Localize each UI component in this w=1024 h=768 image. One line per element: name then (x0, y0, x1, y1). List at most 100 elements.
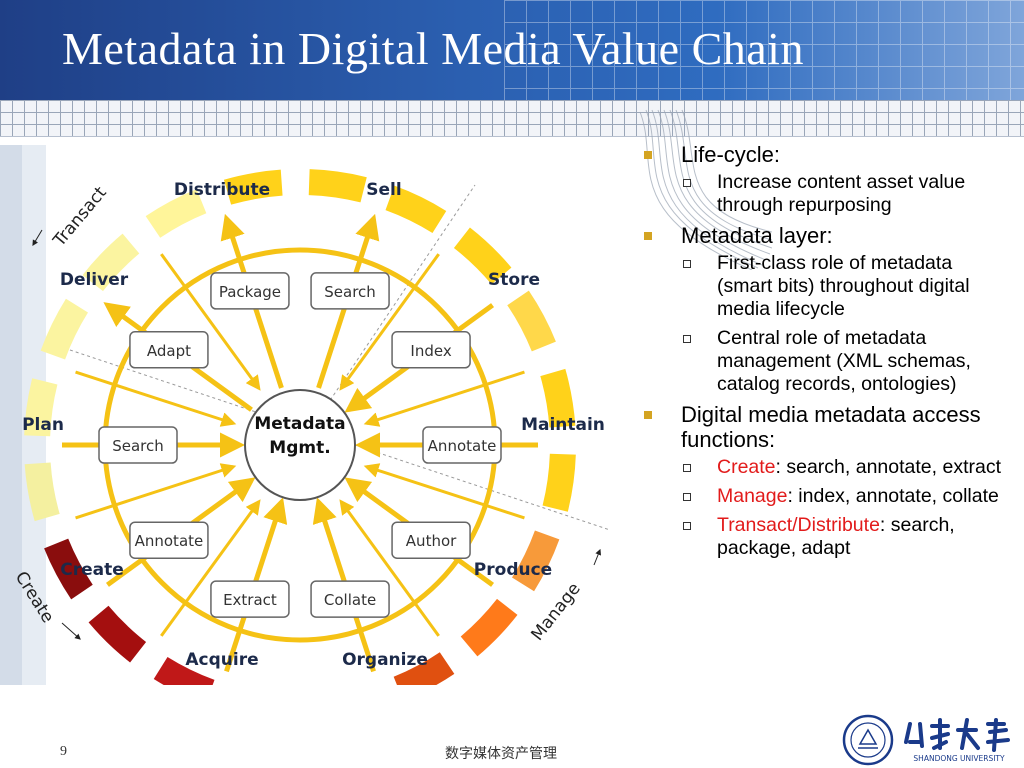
university-seal (842, 714, 894, 766)
sub-bullet-marker (683, 464, 691, 472)
swoosh-decoration (639, 109, 772, 270)
bullet-text: Life-cycle: (681, 142, 781, 167)
function-box-label: Annotate (428, 437, 497, 455)
header-band (0, 100, 1024, 137)
value-chain-diagram: Metadata Mgmt. Package Search Index Annotat… (0, 145, 610, 685)
function-box-search: Search (310, 272, 390, 310)
phase-divider (299, 184, 476, 446)
radial-arrow (160, 253, 261, 391)
sub-bullet-marker (683, 522, 691, 530)
function-box-label: Extract (223, 591, 277, 609)
radial-arrow (75, 463, 237, 520)
function-box-frame (129, 331, 209, 369)
sub-bullet-marker (683, 260, 691, 268)
ring-segment (393, 652, 455, 685)
slide-title: Metadata in Digital Media Value Chain (62, 23, 804, 74)
phase-arrow-transact (32, 229, 43, 247)
outer-ring (24, 169, 576, 685)
sub-bullet-text: Central role of metadata management (XML… (717, 327, 971, 395)
function-box-package: Package (210, 272, 290, 310)
radial-arrow (75, 370, 237, 427)
ring-segment (40, 298, 88, 360)
sub-bullet-text: : search, annotate, extract (775, 456, 1001, 478)
function-box-label: Collate (324, 591, 376, 609)
bullet-item: Life-cycle: (640, 142, 1012, 167)
ring-segment (24, 462, 60, 522)
sub-bullet-highlight: Manage (717, 485, 788, 507)
bullet-item: Digital media metadata access functions: (640, 402, 1012, 452)
phase-arrow-manage (593, 548, 602, 566)
stage-label-deliver: Deliver (60, 270, 129, 290)
sub-bullet-marker (683, 493, 691, 501)
function-box-label: Search (324, 283, 376, 301)
ring-segment (223, 169, 283, 205)
phase-arrow-create (61, 622, 81, 640)
function-box-author: Author (391, 521, 471, 559)
sub-bullet-text: Increase content asset value through rep… (717, 171, 966, 216)
stage-labels: Distribute Sell Store Maintain Produce Organi… (22, 180, 605, 670)
bullet-text: Digital media metadata access functions: (681, 402, 981, 452)
stage-label-maintain: Maintain (521, 415, 605, 435)
page-number: 9 (60, 744, 67, 759)
function-box-label: Author (406, 532, 457, 550)
sub-bullet-highlight: Create (717, 456, 776, 478)
phase-label-manage: Manage (527, 579, 584, 645)
function-box-collate: Collate (310, 580, 390, 618)
ring-segment (145, 189, 207, 238)
function-box-annotate: Annotate (422, 426, 502, 464)
function-box-frame (98, 426, 178, 464)
stage-label-create: Create (60, 560, 124, 580)
ring-segment (88, 605, 147, 663)
ring-segment (460, 598, 518, 657)
bullet-marker (644, 411, 652, 419)
function-box-annotate: Annotate (129, 521, 209, 559)
function-box-adapt: Adapt (129, 331, 209, 369)
bullet-marker (644, 151, 652, 159)
radial-arrow (339, 499, 440, 637)
function-box-label: Adapt (147, 342, 191, 360)
center-node (244, 389, 356, 501)
stage-label-organize: Organize (342, 650, 428, 670)
function-box-frame (310, 272, 390, 310)
stage-label-store: Store (488, 270, 540, 290)
ring-segment (453, 227, 512, 285)
stage-label-distribute: Distribute (174, 180, 270, 200)
function-box-frame (210, 272, 290, 310)
function-box-frame (129, 521, 209, 559)
sub-bullet-marker (683, 335, 691, 343)
bullet-marker (644, 232, 652, 240)
sub-bullet-item: Increase content asset value through rep… (640, 171, 1012, 217)
function-box-frame (391, 521, 471, 559)
ring-segment (44, 538, 93, 600)
radial-arrow (339, 253, 440, 391)
radial-arrow (160, 499, 261, 637)
bullet-item: Metadata layer: (640, 223, 1012, 248)
ring-segment (542, 453, 576, 512)
ring-segment (540, 368, 576, 428)
bullet-text: Metadata layer: (681, 223, 833, 248)
slide-header: Metadata in Digital Media Value Chain (0, 0, 1024, 100)
sub-bullet-item: Manage: index, annotate, collate (640, 485, 1012, 508)
sub-bullet-highlight: Transact/Distribute (717, 514, 880, 536)
footer-text: 数字媒体资产管理 (445, 746, 557, 762)
phase-label-transact: Transact (49, 183, 111, 252)
function-box-extract: Extract (210, 580, 290, 618)
radial-arrow (363, 463, 525, 520)
function-box-label: Index (410, 342, 451, 360)
bullet-list: Life-cycle: Increase content asset value … (640, 142, 1012, 566)
radial-arrow (363, 370, 525, 427)
ring-segment (24, 378, 58, 437)
header-grid-pattern (504, 0, 1024, 100)
sub-bullet-item: First-class role of metadata (smart bits… (640, 252, 1012, 321)
stage-label-produce: Produce (474, 560, 552, 580)
sub-bullet-text: First-class role of metadata (smart bits… (717, 252, 970, 320)
function-box-index: Index (391, 331, 471, 369)
function-box-frame (422, 426, 502, 464)
function-box-frame (210, 580, 290, 618)
function-box-frame (310, 580, 390, 618)
sub-bullet-item: Create: search, annotate, extract (640, 456, 1012, 479)
sub-bullet-item: Transact/Distribute: search, package, ad… (640, 514, 1012, 560)
university-logo: SHANDONG UNIVERSITY (904, 718, 1010, 763)
function-box-label: Package (219, 283, 281, 301)
logo-caption: SHANDONG UNIVERSITY (913, 754, 1005, 763)
